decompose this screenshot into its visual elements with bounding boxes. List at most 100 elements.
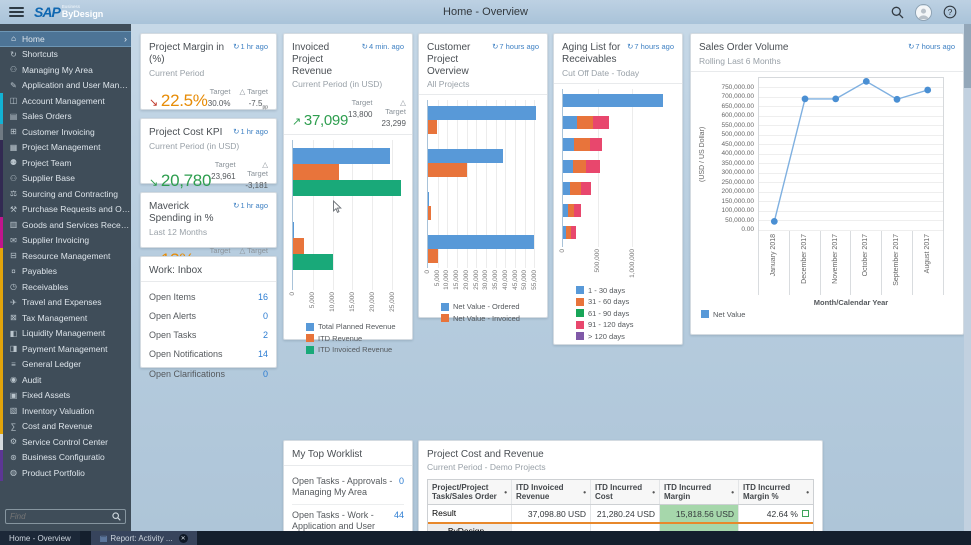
scrollbar[interactable] <box>964 24 971 531</box>
sidebar-item-sales-orders[interactable]: ▤ Sales Orders <box>0 108 131 124</box>
find-input[interactable] <box>10 512 112 521</box>
refresh-age[interactable]: ↻1 hr ago <box>233 201 268 210</box>
sidebar-item-purchase-requests-and-orders[interactable]: ⚒ Purchase Requests and Orders <box>0 201 131 217</box>
column-header[interactable]: ITD Incurred Margin • <box>660 480 739 505</box>
inbox-item-count[interactable]: 16 <box>257 291 268 302</box>
sidebar-item-payables[interactable]: ¤ Payables <box>0 263 131 279</box>
worklist-item-count[interactable]: 44 <box>393 509 404 520</box>
bar-segment <box>293 254 334 271</box>
menu-icon[interactable] <box>9 7 24 17</box>
category-color-strip <box>0 170 3 186</box>
sidebar-item-sourcing-and-contracting[interactable]: ⚖ Sourcing and Contracting <box>0 186 131 202</box>
y-axis-tick-label: 700,000.00 <box>721 93 754 101</box>
sidebar-item-product-portfolio[interactable]: ◍ Product Portfolio <box>0 465 131 481</box>
refresh-age[interactable]: ↻7 hours ago <box>492 42 539 51</box>
legend-swatch <box>306 334 314 343</box>
sidebar-item-customer-invoicing[interactable]: ⊞ Customer Invoicing <box>0 124 131 140</box>
sap-bydesign-logo: SAP Business ByDesign <box>34 4 103 20</box>
inbox-item-row[interactable]: Open Clarifications 0 <box>149 364 268 383</box>
worklist-item-row[interactable]: Open Tasks - Work - Application and User… <box>292 505 404 532</box>
checkbox-icon[interactable] <box>802 510 809 518</box>
data-point[interactable] <box>862 77 870 85</box>
data-point[interactable] <box>924 86 932 94</box>
close-icon[interactable]: ✕ <box>178 533 188 543</box>
inbox-item-count[interactable]: 0 <box>262 368 268 379</box>
sidebar-item-application-and-user-management[interactable]: ✎ Application and User Management <box>0 78 131 94</box>
inbox-item-label: Open Items <box>149 291 196 302</box>
sidebar-item-shortcuts[interactable]: ↻ Shortcuts <box>0 47 131 63</box>
gridline <box>495 100 497 269</box>
x-axis-tick-label: 35,000 <box>492 270 500 291</box>
refresh-age[interactable]: ↻1 hr ago <box>233 42 268 51</box>
data-point[interactable] <box>893 95 901 103</box>
chart-plot-area <box>427 100 539 269</box>
kpi-content: Project Cost KPI ↻1 hr ago Current Period … <box>149 127 268 191</box>
shortcuts-icon: ↻ <box>10 49 17 59</box>
sidebar-item-travel-and-expenses[interactable]: ✈ Travel and Expenses <box>0 294 131 310</box>
kpi-value[interactable]: ↘ 22.5% <box>149 91 208 111</box>
data-point[interactable] <box>770 217 778 225</box>
inbox-item-row[interactable]: Open Tasks 2 <box>149 326 268 345</box>
kpi-value[interactable]: ↘ 20,780 <box>149 171 211 191</box>
sidebar-item-payment-management[interactable]: ◨ Payment Management <box>0 341 131 357</box>
kpi-value[interactable]: ↗ 37,099 <box>292 112 348 129</box>
inbox-item-count[interactable]: 2 <box>262 330 268 340</box>
column-header[interactable]: ITD Incurred Margin % • <box>739 480 813 504</box>
refresh-age[interactable]: ↻1 hr ago <box>233 127 268 136</box>
refresh-age[interactable]: ↻7 hours ago <box>908 42 955 51</box>
sidebar-item-receivables[interactable]: ◷ Receivables <box>0 279 131 295</box>
chart-plot-area <box>292 140 404 291</box>
table-row[interactable]: ∨ByDesign Implementation37,098.80 USD21,… <box>428 524 813 531</box>
sidebar-item-project-team[interactable]: ⚉ Project Team <box>0 155 131 171</box>
kpi-value-number: 22.5% <box>160 91 208 111</box>
user-avatar[interactable] <box>915 3 932 21</box>
inbox-item-count[interactable]: 0 <box>262 310 268 321</box>
taskbar-tab-report[interactable]: ▤ Report: Activity ... ✕ <box>90 531 197 545</box>
inbox-item-row[interactable]: Open Alerts 0 <box>149 306 268 325</box>
worklist-item-label: Open Tasks - Work - Application and User… <box>292 509 376 531</box>
sidebar-item-business-configuration[interactable]: ⊛ Business Configuratio <box>0 449 131 465</box>
worklist-item-count[interactable]: 0 <box>398 476 404 486</box>
kpi-value-number: 37,099 <box>303 112 349 130</box>
inbox-item-row[interactable]: Open Notifications 14 <box>149 345 268 364</box>
refresh-age[interactable]: ↻7 hours ago <box>627 42 674 51</box>
sidebar-item-supplier-base[interactable]: ⚇ Supplier Base <box>0 170 131 186</box>
sidebar-item-resource-management[interactable]: ⊟ Resource Management <box>0 248 131 264</box>
column-header[interactable]: Project/Project Task/Sales Order • <box>428 480 512 505</box>
kpi-title: Maverick Spending in % <box>149 201 214 224</box>
sidebar-item-liquidity-management[interactable]: ◧ Liquidity Management <box>0 325 131 341</box>
sidebar-item-supplier-invoicing[interactable]: ✉ Supplier Invoicing <box>0 232 131 248</box>
sidebar-item-label: Product Portfolio <box>22 467 85 478</box>
data-point[interactable] <box>801 95 809 103</box>
chevron-right-icon: › <box>124 33 127 44</box>
sidebar-item-managing-my-area[interactable]: ⚇ Managing My Area <box>0 62 131 78</box>
data-point[interactable] <box>832 95 840 103</box>
table-row[interactable]: Result 37,098.80 USD 21,280.24 USD 15,818.5… <box>428 505 813 525</box>
x-axis-tick-label: 0 <box>424 270 431 275</box>
scrollbar-thumb[interactable] <box>964 24 971 88</box>
sidebar-item-general-ledger[interactable]: ≡ General Ledger <box>0 356 131 372</box>
refresh-age[interactable]: ↻4 min. ago <box>362 42 404 51</box>
column-header[interactable]: ITD Invoiced Revenue • <box>512 480 591 505</box>
sidebar-item-inventory-valuation[interactable]: ▧ Inventory Valuation <box>0 403 131 419</box>
sidebar-item-account-management[interactable]: ◫ Account Management <box>0 93 131 109</box>
sidebar-item-tax-management[interactable]: ⊠ Tax Management <box>0 310 131 326</box>
sidebar-item-project-management[interactable]: ▦ Project Management <box>0 139 131 155</box>
sidebar-item-audit[interactable]: ◉ Audit <box>0 372 131 388</box>
sidebar-item-home[interactable]: ⌂ Home › <box>0 31 131 47</box>
sidebar-item-fixed-assets[interactable]: ▣ Fixed Assets <box>0 387 131 403</box>
search-icon[interactable] <box>891 6 904 19</box>
target-label: Target <box>214 159 236 169</box>
column-header[interactable]: ITD Incurred Cost • <box>591 480 660 505</box>
inbox-item-row[interactable]: Open Items 16 <box>149 287 268 306</box>
sidebar-item-cost-and-revenue[interactable]: ∑ Cost and Revenue <box>0 418 131 434</box>
supplier-base-icon: ⚇ <box>9 173 18 183</box>
inbox-item-count[interactable]: 14 <box>257 349 268 360</box>
taskbar-tab-home[interactable]: Home - Overview <box>0 531 80 545</box>
help-icon[interactable]: ? <box>943 5 957 19</box>
refresh-icon: ↻ <box>908 42 915 51</box>
worklist-item-row[interactable]: Open Tasks - Approvals - Managing My Are… <box>292 471 404 505</box>
sidebar-item-goods-and-services-receipts[interactable]: ▥ Goods and Services Receipts <box>0 217 131 233</box>
legend-swatch <box>576 320 584 329</box>
sidebar-item-service-control-center[interactable]: ⚙ Service Control Center <box>0 434 131 450</box>
